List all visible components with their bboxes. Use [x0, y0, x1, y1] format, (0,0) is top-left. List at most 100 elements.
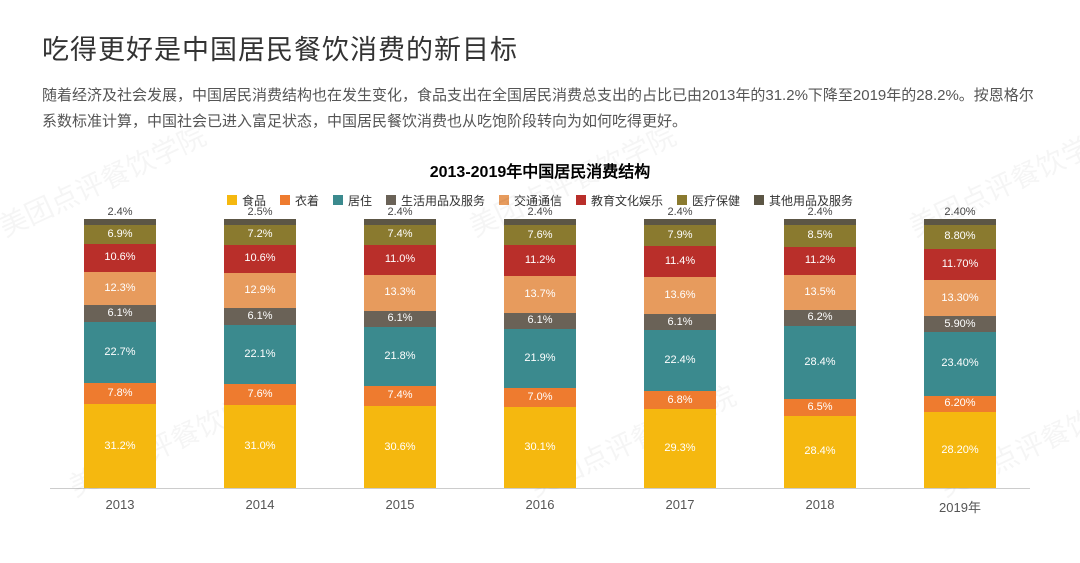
segment-label: 23.40%: [941, 358, 978, 369]
segment-label: 31.2%: [104, 441, 135, 452]
legend-label: 居住: [348, 192, 372, 209]
segment-label: 13.30%: [941, 293, 978, 304]
stacked-bar: 31.2%7.8%22.7%6.1%12.3%10.6%6.9%2.4%: [84, 219, 156, 489]
stacked-bar: 30.1% 7.0% 21.9% 6.1% 13.7% 11.2% 7.6%2.4%: [504, 219, 576, 489]
bar-segment-education: 11.2%: [784, 247, 856, 276]
bar-group: 31.2%7.8%22.7%6.1%12.3%10.6%6.9%2.4%: [50, 219, 190, 489]
segment-label: 11.2%: [805, 255, 835, 266]
segment-label: 11.2%: [525, 255, 555, 266]
segment-label: 31.0%: [244, 441, 275, 452]
segment-label: 6.20%: [944, 398, 975, 409]
bar-segment-transport: 13.5%: [784, 275, 856, 310]
legend-label: 医疗保健: [692, 192, 740, 209]
legend-swatch: [280, 195, 290, 205]
segment-label: 6.9%: [107, 229, 132, 240]
stacked-bar: 28.4%6.5%28.4%6.2%13.5%11.2%8.5%2.4%: [784, 219, 856, 489]
page-description: 随着经济及社会发展，中国居民消费结构也在发生变化，食品支出在全国居民消费总支出的…: [42, 83, 1038, 136]
bar-segment-other: 2.4%: [364, 219, 436, 225]
legend-swatch: [677, 195, 687, 205]
segment-label: 6.1%: [107, 308, 132, 319]
bar-group: 28.4%6.5%28.4%6.2%13.5%11.2%8.5%2.4%: [750, 219, 890, 489]
segment-label: 2.4%: [807, 207, 832, 218]
segment-label: 21.9%: [524, 353, 555, 364]
bar-segment-housing: 21.9%: [504, 329, 576, 388]
segment-label: 10.6%: [104, 252, 135, 263]
bar-segment-medical: 7.9%: [644, 225, 716, 246]
segment-label: 21.8%: [384, 351, 415, 362]
bar-segment-medical: 8.5%: [784, 225, 856, 247]
bar-segment-other: 2.4%: [784, 219, 856, 225]
bar-segment-housing: 28.4%: [784, 326, 856, 399]
segment-label: 2.4%: [387, 207, 412, 218]
bar-segment-education: 11.2%: [504, 245, 576, 275]
bar-segment-clothing: 6.8%: [644, 391, 716, 409]
stacked-bar: 28.20%6.20%23.40%5.90%13.30%11.70%8.80%2…: [924, 219, 996, 489]
segment-label: 22.4%: [664, 355, 695, 366]
bar-segment-medical: 7.2%: [224, 225, 296, 244]
bar-segment-housing: 22.7%: [84, 322, 156, 383]
segment-label: 7.6%: [247, 389, 272, 400]
segment-label: 6.1%: [387, 313, 412, 324]
bar-segment-transport: 12.3%: [84, 272, 156, 305]
bar-segment-other: 2.5%: [224, 219, 296, 226]
segment-label: 7.9%: [667, 230, 692, 241]
bar-segment-other: 2.4%: [84, 219, 156, 225]
bar-segment-clothing: 7.4%: [364, 386, 436, 406]
bar-segment-transport: 13.3%: [364, 275, 436, 311]
segment-label: 8.5%: [807, 230, 832, 241]
x-axis-label: 2018: [806, 497, 835, 512]
bar-segment-housing: 21.8%: [364, 327, 436, 386]
segment-label: 13.6%: [664, 290, 695, 301]
bar-segment-transport: 13.7%: [504, 276, 576, 313]
bar-segment-household: 6.1%: [644, 314, 716, 330]
legend-item: 其他用品及服务: [754, 192, 853, 209]
chart-x-labels: 2013201420152016201720182019年: [42, 489, 1038, 516]
bar-segment-food: 31.0%: [224, 405, 296, 489]
stacked-bar: 29.3% 6.8% 22.4% 6.1% 13.6% 11.4% 7.9% 2.4%: [644, 219, 716, 489]
segment-label: 30.6%: [384, 442, 415, 453]
segment-label: 2.4%: [527, 207, 552, 218]
segment-label: 30.1%: [524, 442, 555, 453]
segment-label: 13.3%: [384, 287, 415, 298]
segment-label: 13.7%: [524, 289, 555, 300]
legend-swatch: [754, 195, 764, 205]
chart-title: 2013-2019年中国居民消费结构: [42, 158, 1038, 182]
legend-label: 衣着: [295, 192, 319, 209]
segment-label: 6.2%: [807, 312, 832, 323]
legend-item: 教育文化娱乐: [576, 192, 663, 209]
segment-label: 6.1%: [667, 317, 692, 328]
bar-segment-food: 30.1%: [504, 407, 576, 488]
legend-swatch: [227, 195, 237, 205]
bar-segment-household: 5.90%: [924, 316, 996, 332]
legend-swatch: [576, 195, 586, 205]
segment-label: 12.3%: [104, 283, 135, 294]
segment-label: 28.20%: [941, 445, 978, 456]
segment-label: 29.3%: [664, 443, 695, 454]
x-axis-label: 2019年: [939, 497, 981, 516]
page-title: 吃得更好是中国居民餐饮消费的新目标: [42, 28, 1038, 67]
bar-segment-medical: 7.4%: [364, 225, 436, 245]
bar-segment-household: 6.1%: [84, 305, 156, 321]
bar-segment-education: 11.70%: [924, 249, 996, 281]
bar-segment-other: 2.4%: [644, 219, 716, 225]
bar-segment-household: 6.1%: [224, 308, 296, 324]
segment-label: 8.80%: [944, 231, 975, 242]
bar-segment-household: 6.1%: [364, 311, 436, 327]
bar-segment-housing: 23.40%: [924, 332, 996, 395]
bar-segment-other: 2.4%: [504, 219, 576, 225]
segment-label: 6.1%: [527, 315, 552, 326]
segment-label: 11.0%: [385, 254, 415, 265]
legend-swatch: [333, 195, 343, 205]
segment-label: 5.90%: [944, 319, 975, 330]
segment-label: 6.8%: [667, 395, 692, 406]
bar-segment-food: 30.6%: [364, 406, 436, 489]
bar-segment-education: 10.6%: [84, 244, 156, 273]
stacked-bar: 31.0%7.6%22.1%6.1%12.9%10.6%7.2%2.5%: [224, 219, 296, 489]
bar-segment-clothing: 7.0%: [504, 388, 576, 407]
bar-segment-household: 6.2%: [784, 310, 856, 326]
segment-label: 11.4%: [665, 256, 695, 267]
legend-label: 生活用品及服务: [401, 192, 485, 209]
x-axis-label: 2014: [246, 497, 275, 512]
bar-segment-medical: 7.6%: [504, 225, 576, 246]
segment-label: 12.9%: [244, 285, 275, 296]
